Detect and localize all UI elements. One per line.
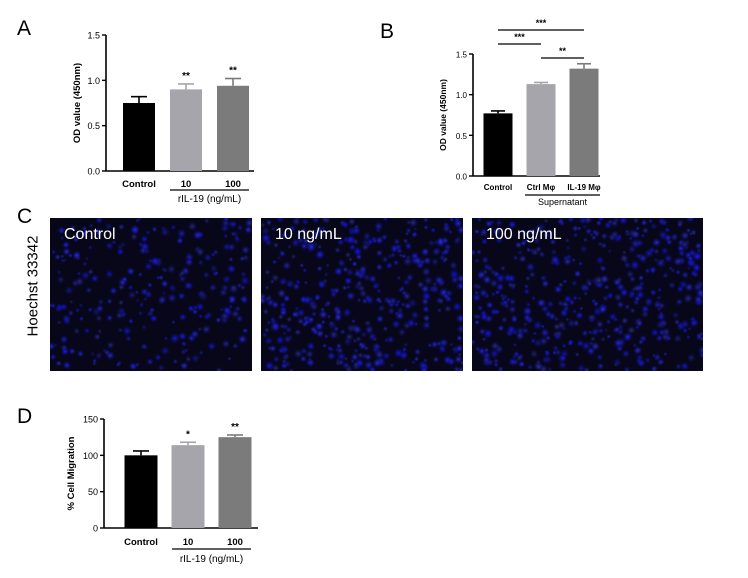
b-category-label: IL-19 Mφ: [567, 183, 601, 192]
micrograph-100-canvas: [472, 218, 703, 371]
d-y-axis-title: % Cell Migration: [66, 436, 77, 510]
micrograph-100: 100 ng/mL: [472, 218, 703, 371]
a-y-tick-label: 1.0: [87, 76, 100, 86]
panel-letter-a: A: [17, 17, 32, 40]
d-y-tick-label: 150: [83, 415, 98, 425]
chart-d-svg: 0 50 100 150 % Cell Migration Control 10 * 100 **…: [66, 415, 258, 565]
b-category-label: Ctrl Mφ: [527, 183, 556, 192]
d-significance-label: **: [231, 422, 239, 433]
micrograph-control-canvas: [50, 218, 252, 371]
b-bar: [483, 113, 513, 176]
a-significance-label: **: [182, 71, 190, 82]
d-bar: [218, 437, 252, 528]
micrograph-control: Control: [50, 218, 252, 371]
a-category-label: 100: [225, 179, 241, 190]
d-y-tick-label: 50: [88, 487, 98, 497]
d-category-label: Control: [124, 537, 158, 548]
d-y-tick-label: 100: [83, 451, 98, 461]
b-comparison-label: ***: [514, 32, 525, 42]
a-bar: [123, 103, 155, 171]
b-category-label: Control: [484, 183, 512, 192]
a-group-label: rIL-19 (ng/mL): [178, 194, 241, 205]
a-y-tick-label: 0.0: [87, 167, 100, 177]
micrograph-label-100: 100 ng/mL: [486, 226, 562, 243]
a-significance-label: **: [229, 66, 237, 77]
micrograph-label-control: Control: [64, 226, 116, 243]
b-y-tick-label: 0.5: [456, 132, 468, 141]
a-category-label: Control: [122, 179, 156, 190]
b-y-tick-label: 1.5: [456, 51, 468, 60]
a-y-axis-title: OD value (450nm): [72, 63, 83, 143]
b-bar: [526, 84, 556, 176]
chart-b: 0.0 0.5 1.0 1.5 OD value (450nm) Control Ctrl …: [0, 0, 748, 220]
d-category-label: 10: [183, 537, 194, 548]
b-y-axis-title: OD value (450nm): [438, 79, 448, 151]
panel-letter-d: D: [17, 405, 33, 428]
d-group-label: rIL-19 (ng/mL): [180, 554, 243, 565]
chart-a-svg: 0.0 0.5 1.0 1.5 OD value (450nm) Control 10 ** 1…: [72, 31, 254, 205]
d-significance-label: *: [186, 429, 190, 440]
panel-letter-b: B: [380, 20, 395, 43]
a-bar: [217, 85, 249, 171]
b-y-tick-label: 0.0: [456, 173, 468, 182]
micrograph-label-10: 10 ng/mL: [275, 226, 342, 243]
b-comparison-label: ***: [536, 18, 547, 28]
b-bar: [569, 68, 599, 176]
micrograph-10-canvas: [261, 218, 463, 371]
chart-b-svg: 0.0 0.5 1.0 1.5 OD value (450nm) Control Ctrl …: [438, 18, 601, 207]
stain-label: Hoechst 33342: [24, 235, 42, 337]
d-y-tick-label: 0: [93, 524, 98, 534]
a-category-label: 10: [181, 179, 192, 190]
chart-d: 0 50 100 150 % Cell Migration Control 10 * 100 **…: [0, 0, 330, 578]
d-bar: [124, 455, 158, 528]
d-bar: [171, 445, 205, 528]
b-comparison-label: **: [559, 46, 567, 56]
b-y-tick-label: 1.0: [456, 91, 468, 100]
micrograph-10: 10 ng/mL: [261, 218, 463, 371]
a-bar: [170, 89, 202, 171]
d-category-label: 100: [227, 537, 243, 548]
a-y-tick-label: 1.5: [87, 31, 100, 41]
b-group-label: Supernatant: [538, 197, 588, 207]
a-y-tick-label: 0.5: [87, 121, 100, 131]
chart-a: 0.0 0.5 1.0 1.5 OD value (450nm) Control 10 ** 1…: [0, 0, 330, 215]
panel-letter-c: C: [17, 205, 33, 228]
